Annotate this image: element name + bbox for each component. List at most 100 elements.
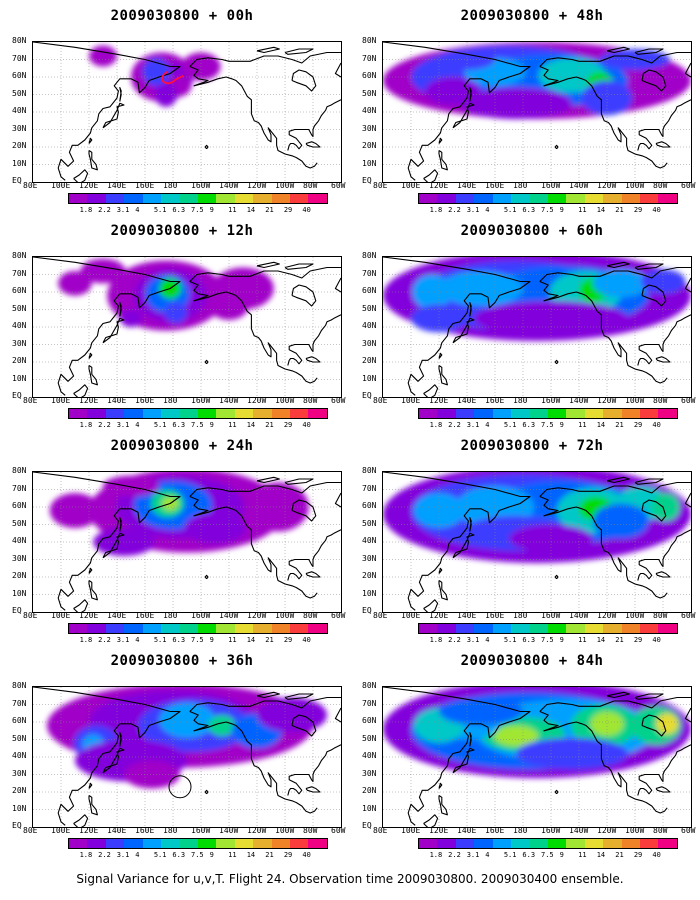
longitude-label: 140W [219, 611, 239, 620]
colorbar-cell [308, 409, 327, 418]
longitude-label: 60W [681, 396, 696, 405]
colorbar-cell [124, 839, 143, 848]
colorbar-cell [179, 194, 198, 203]
map-panel: 2009030800 + 48h 80N 70N 60N 50N 40N 30N 20N 10N… [362, 0, 700, 215]
map-svg [33, 472, 341, 612]
coastline [383, 42, 531, 181]
colorbar-label: 14 [596, 636, 606, 644]
colorbar-label: 11 [228, 851, 237, 859]
latitude-label: 80N [362, 251, 377, 260]
latitude-label: 10N [362, 373, 377, 383]
colorbar-label: 40 [302, 851, 311, 859]
colorbar-cell [547, 194, 567, 203]
latitude-label: 60N [12, 71, 27, 80]
coastline [189, 65, 318, 169]
colorbar-cell [621, 624, 641, 633]
colorbar-cell [658, 839, 677, 848]
coastline [634, 263, 664, 270]
colorbar-label: 9 [559, 206, 564, 214]
colorbar-cell [529, 624, 548, 633]
longitude-label: 160W [541, 611, 561, 620]
colorbar-label: 5.1 [503, 636, 517, 644]
colorbar-label: 9 [209, 421, 214, 429]
longitude-label: 140W [219, 826, 239, 835]
colorbar-cell [216, 839, 235, 848]
colorbar-label: 4 [135, 206, 140, 214]
variance-contour [493, 725, 539, 747]
longitude-label: 140W [569, 826, 589, 835]
longitude-label: 100E [51, 826, 71, 835]
colorbar [68, 193, 328, 204]
coastline [189, 481, 341, 497]
latitude-label: 50N [12, 303, 27, 313]
longitude-label: 180 [163, 611, 178, 620]
longitude-label: 140W [569, 181, 589, 190]
map-svg [383, 472, 691, 612]
variance-contour [413, 493, 465, 528]
coastline [305, 571, 321, 578]
colorbar-label: 21 [265, 851, 274, 859]
latitude-label: 10N [362, 803, 377, 813]
coastline [256, 261, 280, 269]
colorbar-cell [419, 624, 438, 633]
colorbar-label: 29 [633, 636, 643, 644]
latitude-label: 30N [362, 768, 377, 778]
longitude-label: 140E [107, 396, 127, 405]
latitude-label: 40N [12, 106, 27, 115]
coastline [88, 795, 98, 816]
longitude-label: 180 [163, 181, 178, 190]
coastline [383, 257, 531, 396]
longitude-label: 160E [135, 396, 155, 405]
coastline [305, 356, 321, 363]
colorbar-label: 5.1 [503, 851, 517, 859]
map-svg [33, 687, 341, 827]
map-plot [382, 41, 692, 183]
latitude-label: 20N [362, 786, 377, 795]
variance-contour [593, 269, 649, 298]
panel-title: 2009030800 + 84h [460, 653, 604, 669]
coastline [539, 481, 691, 497]
variance-contour [58, 271, 92, 296]
longitude-label: 80E [373, 611, 388, 620]
longitude-label: 100E [401, 396, 421, 405]
colorbar-cell [87, 194, 106, 203]
variance-contour [516, 737, 628, 770]
longitude-label: 100E [51, 396, 71, 405]
colorbar-cell [69, 839, 88, 848]
colorbar-label: 2.2 [448, 851, 461, 859]
colorbar-cell [179, 409, 198, 418]
coastline [287, 99, 341, 151]
colorbar-label: 5.1 [153, 206, 167, 214]
coastline [554, 359, 559, 365]
map-plot [32, 41, 342, 183]
longitude-label: 120W [597, 396, 617, 405]
latitude-label: 20N [362, 141, 377, 150]
latitude-label: 70N [12, 483, 27, 493]
coastline [469, 516, 472, 532]
variance-contour [49, 493, 101, 528]
coastline [256, 476, 280, 484]
colorbar-cell [603, 194, 622, 203]
latitude-label: EQ [362, 391, 372, 400]
longitude-label: 140E [457, 826, 477, 835]
latitude-label: EQ [12, 176, 22, 185]
colorbar-label: 29 [283, 851, 293, 859]
coastline [291, 69, 317, 92]
coastline [684, 492, 691, 508]
longitude-label: 180 [513, 611, 528, 620]
colorbar [68, 623, 328, 634]
longitude-label: 120W [597, 611, 617, 620]
longitude-label: 120W [247, 611, 267, 620]
coastline [655, 141, 671, 148]
colorbar-label: 5.1 [153, 851, 167, 859]
colorbar-cell [474, 194, 493, 203]
colorbar-cell [161, 194, 180, 203]
colorbar-cell [271, 194, 291, 203]
latitude-label: 70N [12, 698, 27, 708]
variance-contour [257, 697, 327, 733]
variance-contour [119, 309, 143, 328]
longitude-label: 100W [275, 181, 295, 190]
longitude-label: 180 [163, 826, 178, 835]
colorbar-label: 5.1 [503, 206, 517, 214]
colorbar-label: 11 [578, 421, 587, 429]
